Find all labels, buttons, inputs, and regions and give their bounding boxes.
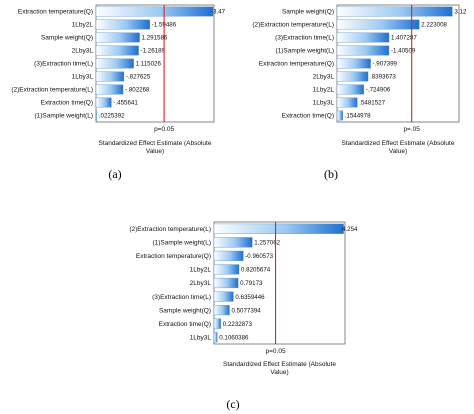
category-label: Sample weight(Q) bbox=[41, 35, 93, 42]
value-label: -3.47 bbox=[211, 9, 226, 16]
bar bbox=[213, 332, 218, 343]
bar bbox=[95, 45, 139, 56]
value-label: 0.79173 bbox=[240, 280, 263, 287]
value-label: 1.291586 bbox=[142, 35, 168, 42]
value-label: 1.407287 bbox=[391, 35, 417, 42]
pareto-chart-a: Extraction temperature(Q)-3.471Lby2L-1.5… bbox=[11, 4, 226, 181]
category-label: Sample weight(Q) bbox=[282, 9, 334, 16]
bar bbox=[336, 6, 453, 17]
value-label: 0.1060386 bbox=[219, 334, 249, 341]
p-value-label: p=0.05 bbox=[154, 126, 174, 133]
category-label: Extraction time(Q) bbox=[41, 100, 93, 107]
bar bbox=[95, 58, 134, 69]
bar bbox=[213, 264, 240, 275]
bar bbox=[95, 71, 125, 82]
value-label: 0.6359446 bbox=[235, 294, 265, 301]
pareto-chart-b: Sample weight(Q) 3.12 (2)Extraction temper… bbox=[252, 4, 467, 181]
value-label: -.455641 bbox=[113, 100, 138, 107]
category-label: Extraction time(Q) bbox=[159, 321, 211, 328]
bar bbox=[336, 58, 371, 69]
bar bbox=[336, 45, 390, 56]
category-label: Extraction temperature(Q) bbox=[18, 9, 93, 16]
value-label: 0.5077394 bbox=[231, 307, 261, 314]
category-label: (1)Sample weight(L) bbox=[275, 48, 334, 55]
value-label: -1.26189 bbox=[141, 48, 166, 55]
value-label: 1.257062 bbox=[254, 240, 280, 247]
bar bbox=[213, 277, 239, 289]
bar bbox=[95, 110, 98, 121]
value-label: .0225392 bbox=[99, 113, 125, 120]
category-label: (2)Extraction temperature(L) bbox=[252, 22, 334, 29]
panel-label: (a) bbox=[108, 167, 121, 181]
value-label: 0.8205674 bbox=[241, 267, 271, 274]
category-label: 1Lby3L bbox=[190, 334, 212, 341]
p-value-label: p=.05 bbox=[403, 126, 420, 133]
bar bbox=[336, 97, 358, 108]
x-axis-title: Standardized Effect Estimate (Absolute Va… bbox=[99, 140, 212, 155]
category-label: Extraction temperature(Q) bbox=[136, 253, 211, 260]
value-label: .5481527 bbox=[359, 100, 385, 107]
value-label: -1.40509 bbox=[391, 48, 416, 55]
value-label: -.827625 bbox=[126, 74, 151, 81]
value-label: 0.2232873 bbox=[223, 321, 253, 328]
category-label: (1)Sample weight(L) bbox=[152, 240, 211, 247]
x-axis-title: Standardized Effect Estimate (Absolute Va… bbox=[223, 361, 336, 376]
category-label: (2)Extraction temperature(L) bbox=[129, 226, 211, 233]
category-label: 2Lby3L bbox=[72, 48, 94, 55]
bar bbox=[213, 250, 244, 261]
category-label: 1Lby3L bbox=[313, 100, 335, 107]
bar bbox=[336, 19, 420, 30]
bar bbox=[95, 19, 150, 30]
value-label: 3.12 bbox=[454, 9, 467, 16]
bar bbox=[213, 223, 344, 234]
value-label: -.724906 bbox=[366, 87, 391, 94]
bar bbox=[336, 32, 390, 43]
bar bbox=[336, 84, 364, 95]
bar bbox=[213, 291, 234, 302]
value-label: 4.254 bbox=[342, 226, 358, 233]
category-label: (3)Extraction time(L) bbox=[275, 35, 334, 42]
category-label: 2Lby3L bbox=[190, 280, 212, 287]
value-label: -.907399 bbox=[373, 61, 398, 68]
p-value-label: p=0.05 bbox=[266, 348, 286, 355]
bar bbox=[95, 6, 214, 17]
bar bbox=[336, 110, 343, 121]
value-label: -0.960573 bbox=[245, 253, 273, 260]
category-label: (2)Extraction temperature(L) bbox=[11, 87, 93, 94]
category-label: Sample weight(Q) bbox=[159, 307, 211, 314]
category-label: 1Lby2L bbox=[72, 22, 94, 29]
bar bbox=[95, 97, 112, 108]
category-label: Extraction temperature(Q) bbox=[259, 61, 334, 68]
value-label: .1544978 bbox=[345, 113, 371, 120]
category-label: (3)Extraction time(L) bbox=[152, 294, 211, 301]
x-axis-title: Standardized Effect Estimate (Absolute Va… bbox=[342, 140, 455, 155]
category-label: (3)Extraction time(L) bbox=[34, 61, 93, 68]
category-label: (1)Sample weight(L) bbox=[34, 113, 93, 120]
bar bbox=[336, 71, 369, 82]
value-label: 1.115026 bbox=[136, 61, 162, 68]
bar bbox=[213, 318, 222, 329]
value-label: 2.223008 bbox=[421, 22, 447, 29]
category-label: 1Lby3L bbox=[72, 74, 94, 81]
bar bbox=[95, 84, 124, 95]
bar bbox=[213, 305, 230, 316]
bar bbox=[213, 237, 253, 248]
category-label: Extraction time(Q) bbox=[282, 113, 334, 120]
value-label: .8393673 bbox=[370, 74, 396, 81]
bar bbox=[95, 32, 140, 43]
category-label: 1Lby2L bbox=[313, 87, 335, 94]
panel-label: (b) bbox=[324, 167, 338, 181]
pareto-chart-c: (2)Extraction temperature(L) 4.254 (1)Samp… bbox=[129, 221, 358, 411]
category-label: 2Lby3L bbox=[313, 74, 335, 81]
panel-label: (c) bbox=[226, 397, 239, 411]
category-label: 1Lby2L bbox=[190, 267, 212, 274]
value-label: -.802268 bbox=[125, 87, 150, 94]
